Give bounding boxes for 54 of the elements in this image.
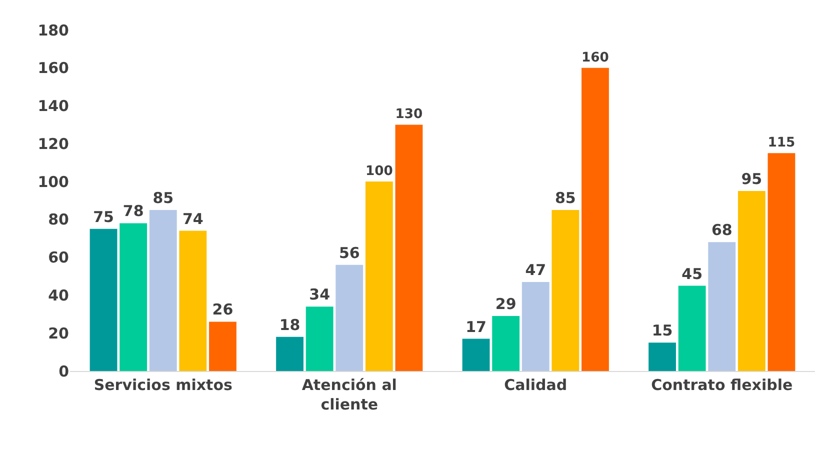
bar (552, 210, 580, 371)
data-label: 160 (582, 50, 609, 66)
y-tick-label: 20 (48, 324, 69, 342)
bar (768, 153, 796, 371)
bar (395, 124, 423, 371)
bar (179, 230, 207, 371)
data-label: 68 (711, 221, 732, 240)
data-label: 115 (768, 136, 796, 151)
data-label: 47 (525, 260, 546, 279)
y-tick-label: 60 (48, 248, 69, 267)
bar (648, 342, 676, 371)
bar (90, 228, 118, 371)
data-label: 74 (182, 210, 204, 228)
bar (738, 191, 766, 371)
bar (365, 182, 393, 371)
data-label: 78 (122, 202, 144, 220)
y-tick-label: 40 (48, 286, 69, 304)
y-tick-label: 120 (38, 134, 69, 153)
y-tick-label: 80 (48, 210, 69, 229)
y-tick-label: 160 (38, 59, 69, 78)
data-label: 95 (741, 170, 762, 188)
x-tick-label: Calidad (504, 376, 568, 394)
bar (336, 264, 364, 371)
x-tick-label: Atención al cliente (302, 376, 397, 414)
data-label: 56 (338, 244, 360, 262)
x-tick-label: Servicios mixtos (94, 376, 233, 394)
data-label: 26 (212, 300, 234, 319)
bar (209, 322, 236, 371)
data-label: 85 (554, 188, 576, 207)
data-label: 18 (279, 316, 300, 334)
data-label: 29 (495, 295, 516, 314)
bar (522, 282, 550, 371)
y-tick-label: 100 (38, 172, 69, 191)
data-label: 17 (466, 318, 486, 336)
data-label: 130 (395, 107, 423, 122)
bar (120, 223, 148, 371)
y-tick-label: 140 (38, 97, 69, 116)
data-label: 100 (365, 164, 393, 180)
bar (306, 306, 334, 371)
bar (276, 336, 304, 371)
data-label: 45 (682, 264, 703, 283)
bar (678, 286, 706, 371)
bar (149, 210, 177, 371)
bar (582, 68, 609, 371)
x-tick-label: Contrato flexible (651, 376, 793, 394)
data-label: 34 (309, 286, 330, 304)
bar (492, 316, 520, 371)
y-tick-label: 180 (38, 21, 69, 40)
bar (462, 338, 490, 371)
data-label: 75 (93, 208, 114, 226)
y-tick-label: 0 (58, 362, 69, 380)
data-label: 85 (152, 188, 174, 207)
data-label: 15 (652, 322, 673, 340)
bar (708, 242, 736, 371)
